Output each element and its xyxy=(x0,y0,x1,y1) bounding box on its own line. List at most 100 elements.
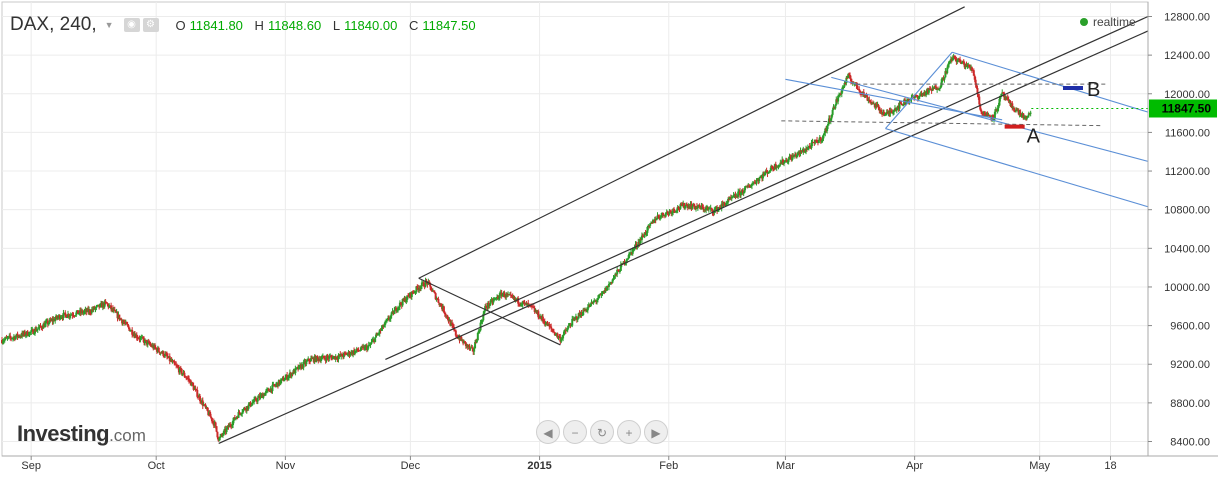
candle-body xyxy=(566,327,569,331)
candle-body xyxy=(915,95,918,97)
candle-body xyxy=(575,316,578,320)
candle-body xyxy=(970,67,973,70)
x-tick-label: Feb xyxy=(659,460,678,472)
candle-body xyxy=(755,180,758,184)
candle-body xyxy=(164,353,167,357)
candle-body xyxy=(479,322,482,331)
candle-body xyxy=(642,236,645,238)
candle-body xyxy=(880,109,883,113)
candle-body xyxy=(626,259,629,261)
candle-body xyxy=(406,295,409,300)
candle-body xyxy=(176,365,179,367)
candle-body xyxy=(464,342,467,347)
candle-body xyxy=(175,364,178,366)
candle-body xyxy=(849,75,852,79)
candle-body xyxy=(298,365,301,370)
candle-body xyxy=(803,149,806,153)
candle-body xyxy=(282,377,285,382)
candle-body xyxy=(144,339,147,341)
candle-body xyxy=(841,86,844,91)
eye-icon[interactable]: ◉ xyxy=(123,18,140,32)
candle-body xyxy=(817,140,820,144)
candle-body xyxy=(492,300,495,303)
candle-body xyxy=(646,227,649,233)
candle-body xyxy=(221,434,224,436)
y-tick-label: 11200.00 xyxy=(1165,166,1210,178)
candle-body xyxy=(986,113,989,116)
candle-body xyxy=(748,185,751,187)
candle-body xyxy=(521,301,524,305)
candle-body xyxy=(254,398,257,401)
candle-body xyxy=(103,301,106,307)
candle-body xyxy=(238,412,241,414)
candle-body xyxy=(478,330,481,332)
candle-body xyxy=(596,299,599,302)
candle-body xyxy=(484,306,487,311)
candle-body xyxy=(668,211,671,214)
candle-body xyxy=(992,118,995,120)
candle-body xyxy=(531,306,534,308)
candle-body xyxy=(206,407,209,411)
candle-body xyxy=(305,361,308,365)
candle-body xyxy=(360,346,363,350)
candle-body xyxy=(452,324,455,327)
candle-body xyxy=(653,219,656,223)
zoom-in-button[interactable]: + xyxy=(617,420,641,444)
candle-body xyxy=(46,320,49,325)
candle-body xyxy=(354,350,357,352)
candle-body xyxy=(505,293,508,297)
candle-body xyxy=(128,327,131,331)
candle-body xyxy=(214,422,217,427)
candle-body xyxy=(777,164,780,168)
candle-body xyxy=(21,332,24,337)
candle-body xyxy=(548,324,551,327)
candle-body xyxy=(898,102,901,109)
candle-body xyxy=(931,87,934,91)
candle-body xyxy=(232,420,235,425)
y-tick-label: 10000.00 xyxy=(1164,282,1210,294)
gear-icon[interactable]: ⚙ xyxy=(142,18,159,32)
candle-body xyxy=(275,384,278,386)
chevron-down-icon[interactable]: ▼ xyxy=(104,20,114,30)
candle-body xyxy=(48,319,51,324)
reset-button[interactable]: ↻ xyxy=(590,420,614,444)
candle-body xyxy=(551,328,554,331)
arrow-right-icon: ▶ xyxy=(651,426,661,440)
candle-body xyxy=(693,203,696,207)
candle-body xyxy=(468,345,471,349)
candle-body xyxy=(827,123,830,126)
candle-body xyxy=(154,345,157,348)
candle-body xyxy=(364,346,367,350)
last-price-label: 11847.50 xyxy=(1162,101,1212,115)
candle-body xyxy=(744,186,747,189)
candle-body xyxy=(222,430,225,435)
candle-body xyxy=(290,373,293,377)
scroll-left-button[interactable]: ◀ xyxy=(536,420,560,444)
candle-body xyxy=(698,205,701,207)
candle-body xyxy=(210,417,213,422)
candle-body xyxy=(1022,113,1025,119)
candle-body xyxy=(440,303,443,307)
low-value: 11840.00 xyxy=(344,17,398,33)
ohlc-readout: O 11841.80 H 11848.60 L 11840.00 C 11847.50 xyxy=(176,18,484,33)
candle-body xyxy=(1013,108,1016,112)
candle-body xyxy=(388,318,391,320)
candle-body xyxy=(271,384,274,392)
candle-body xyxy=(933,86,936,89)
candle-body xyxy=(562,331,565,336)
candle-body xyxy=(162,351,165,356)
candle-body xyxy=(723,202,726,205)
channel-line xyxy=(418,6,965,279)
candle-body xyxy=(946,67,949,74)
candle-body xyxy=(2,340,5,342)
pitchfork-line xyxy=(785,78,1003,121)
zoom-out-button[interactable]: − xyxy=(563,420,587,444)
candle-body xyxy=(485,306,488,308)
candle-body xyxy=(204,404,207,408)
pitchfork-line xyxy=(885,128,1149,208)
scroll-right-button[interactable]: ▶ xyxy=(644,420,668,444)
candle-body xyxy=(410,291,413,298)
candle-body xyxy=(166,354,169,357)
